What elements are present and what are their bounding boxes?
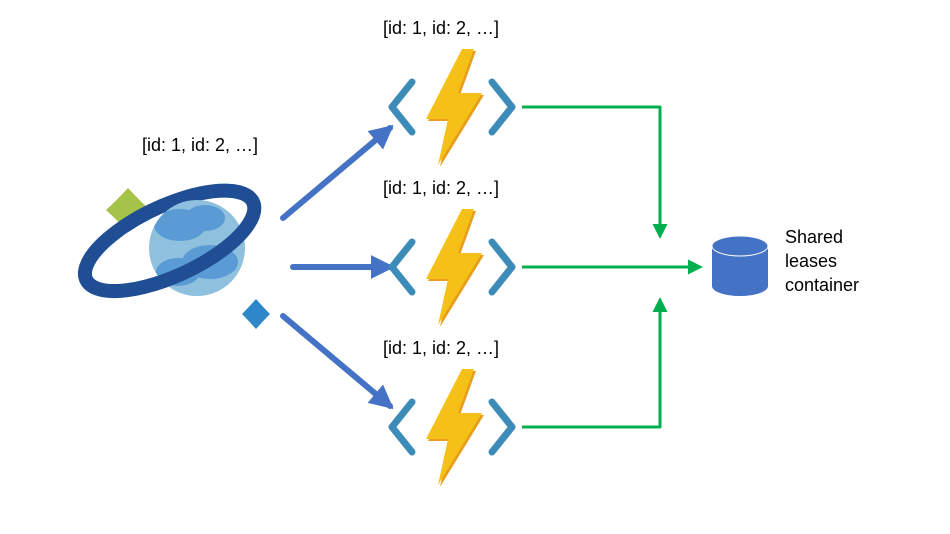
function-icon-3 [392,369,512,487]
bracket-right-icon [492,242,512,292]
cosmos-icon [85,188,270,329]
function-icon-1 [392,49,512,167]
bracket-right-icon [492,402,512,452]
bracket-left-icon [392,402,412,452]
bracket-right-icon [492,82,512,132]
bracket-left-icon [392,82,412,132]
sparkle-blue-icon [242,299,270,329]
connector-fn3-db [522,300,660,427]
connector-fn1-db [522,107,660,236]
db-connectors [522,107,700,427]
function-icon-2 [392,209,512,327]
source-arrows [283,128,390,406]
diagram-svg [0,0,950,534]
diagram-canvas: [id: 1, id: 2, …] [id: 1, id: 2, …] [id:… [0,0,950,534]
bracket-left-icon [392,242,412,292]
arrow-to-fn3 [283,316,390,406]
database-icon [712,236,768,296]
arrow-to-fn1 [283,128,390,218]
